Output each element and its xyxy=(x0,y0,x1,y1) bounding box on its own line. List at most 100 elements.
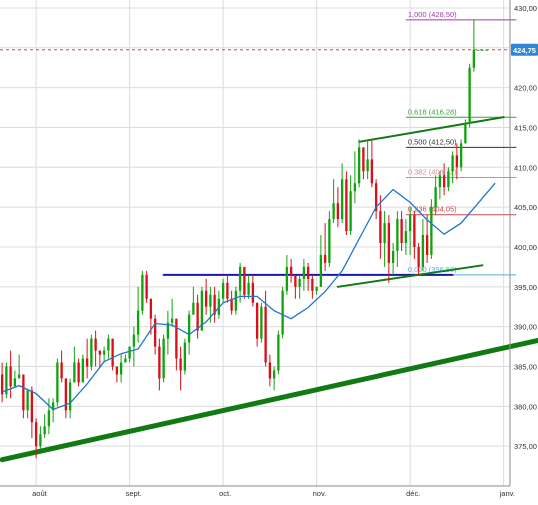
candle-body xyxy=(234,290,238,311)
channel-lower-line xyxy=(336,264,484,288)
candle-body xyxy=(136,310,140,335)
candle-body xyxy=(111,338,114,367)
candle-body xyxy=(311,278,314,291)
y-tick-label: 430,00 xyxy=(514,4,537,13)
candle-body xyxy=(98,350,102,355)
candle-body xyxy=(413,215,416,247)
candle-body xyxy=(417,246,420,267)
x-tick-label: oct. xyxy=(219,489,231,498)
candle-body xyxy=(30,390,34,423)
y-tick-label: 385,00 xyxy=(514,362,537,371)
candle-body xyxy=(115,366,119,375)
candle-body xyxy=(81,358,85,383)
candle-body xyxy=(476,49,480,51)
candle-body xyxy=(175,318,178,359)
candle-body xyxy=(90,338,93,367)
current-price-label: 424,75 xyxy=(513,46,536,55)
candle-body xyxy=(315,286,318,291)
candle-body xyxy=(328,219,331,263)
candle-body xyxy=(128,346,131,359)
candle-body xyxy=(196,302,199,331)
fib-level-label: 0,500 (412,50) xyxy=(408,137,457,146)
candle-body xyxy=(362,147,365,172)
long-term-trendline xyxy=(0,337,538,463)
candle-body xyxy=(85,358,89,367)
candle-body xyxy=(73,362,76,383)
fibonacci-levels: 1,000 (428,50) 0,618 (416,28) 0,500 (412,5… xyxy=(0,10,517,276)
y-tick-label: 405,00 xyxy=(514,203,537,212)
candle-body xyxy=(187,314,191,343)
moving-average-line xyxy=(1,182,496,411)
candle-body xyxy=(209,294,212,307)
candle-body xyxy=(119,362,123,375)
moving-average xyxy=(1,182,496,411)
candle-body xyxy=(481,49,484,51)
channel-upper-line xyxy=(358,116,505,143)
y-tick-label: 415,00 xyxy=(514,123,537,132)
drawn-lines xyxy=(0,116,538,463)
x-tick-label: déc. xyxy=(406,489,420,498)
candle-body xyxy=(102,350,106,355)
candle-body xyxy=(124,358,127,363)
candle-body xyxy=(238,266,242,291)
candle-body xyxy=(383,223,386,243)
candle-body xyxy=(51,402,55,411)
candle-body xyxy=(43,426,46,435)
candle-body xyxy=(302,266,306,279)
x-tick-label: sept. xyxy=(126,489,142,498)
candle-body xyxy=(255,302,259,339)
candle-body xyxy=(243,266,246,295)
candle-body xyxy=(200,290,204,331)
candle-body xyxy=(166,322,170,339)
candle-body xyxy=(319,254,323,287)
y-tick-label: 400,00 xyxy=(514,243,537,252)
candle-body xyxy=(281,290,284,335)
candle-body xyxy=(107,338,110,351)
candle-body xyxy=(306,266,310,279)
candle-body xyxy=(13,378,17,387)
candle-body xyxy=(357,147,361,184)
candle-body xyxy=(404,231,408,243)
candle-body xyxy=(345,179,348,232)
current-price-tag xyxy=(511,43,538,56)
candle-body xyxy=(145,274,148,299)
candle-body xyxy=(323,254,327,263)
candle-body xyxy=(39,434,42,447)
candle-body xyxy=(94,338,97,351)
candle-body xyxy=(162,338,165,379)
candle-body xyxy=(472,49,476,68)
y-tick-label: 410,00 xyxy=(514,163,537,172)
y-tick-label: 395,00 xyxy=(514,283,537,292)
candle-body xyxy=(204,290,208,307)
candle-body xyxy=(34,422,38,447)
candle-body xyxy=(17,374,21,379)
candle-body xyxy=(68,382,72,411)
candle-body xyxy=(247,282,250,295)
candle-body xyxy=(366,159,369,172)
candle-body xyxy=(22,374,25,411)
candle-body xyxy=(379,211,382,243)
candle-body xyxy=(77,362,80,383)
y-tick-label: 420,00 xyxy=(514,84,537,93)
candle-body xyxy=(294,274,297,287)
candle-body xyxy=(170,318,174,323)
candle-body xyxy=(387,223,391,263)
candle-body xyxy=(464,123,467,144)
candle-body xyxy=(226,282,229,299)
candle-body xyxy=(149,298,153,319)
candle-body xyxy=(425,235,429,255)
candle-body xyxy=(64,378,68,411)
candle-body xyxy=(5,366,8,395)
candle-body xyxy=(298,278,301,287)
candle-body xyxy=(221,282,225,299)
candle-body xyxy=(272,370,276,379)
candle-body xyxy=(434,187,437,208)
candle-body xyxy=(451,155,454,172)
candle-body xyxy=(251,282,255,303)
x-tick-label: nov. xyxy=(313,489,327,498)
candle-body xyxy=(47,410,51,427)
fib-level-label: 0,618 (416,28) xyxy=(408,107,457,116)
